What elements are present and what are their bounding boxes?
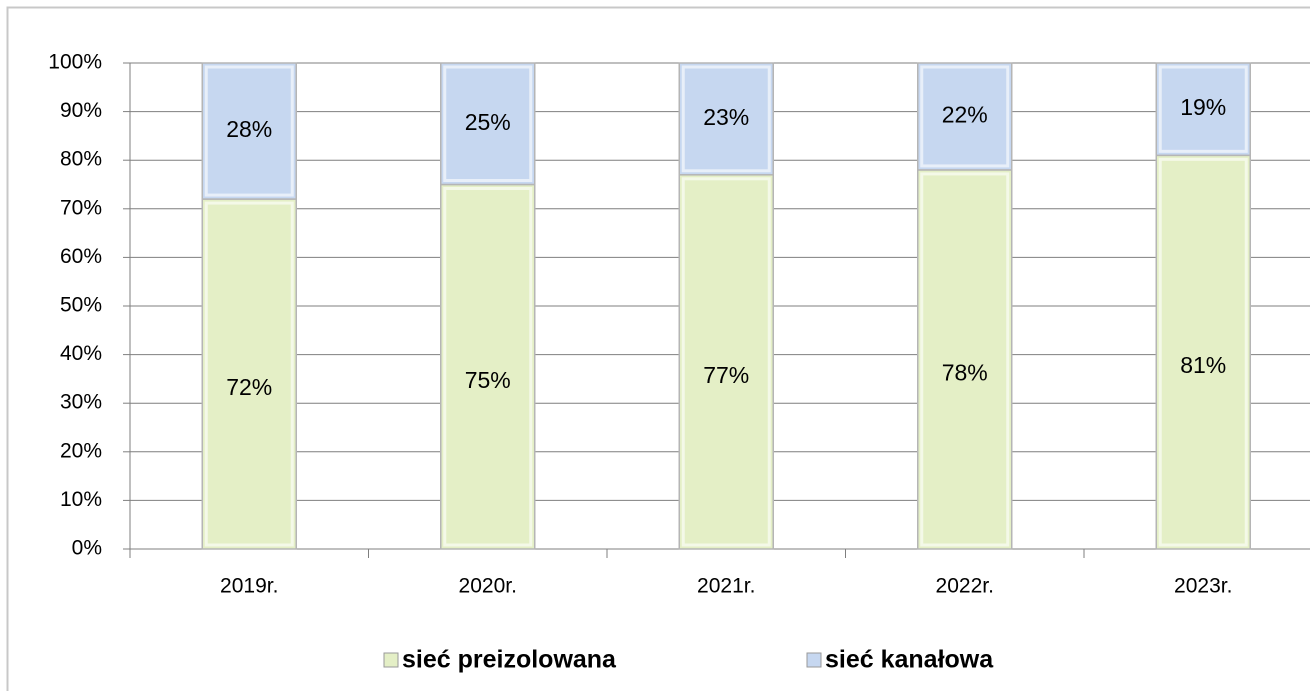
value-label: 19% bbox=[1180, 94, 1226, 120]
bar-bevel bbox=[681, 177, 771, 547]
value-label: 72% bbox=[226, 374, 272, 400]
bar-bevel bbox=[681, 65, 771, 173]
bar-bevel bbox=[204, 201, 294, 547]
bar-bevel bbox=[920, 65, 1010, 168]
y-tick-label: 40% bbox=[60, 342, 102, 365]
bar-bevel bbox=[204, 65, 294, 197]
bar-bevel bbox=[443, 65, 533, 182]
x-tick-label: 2020r. bbox=[459, 575, 517, 598]
y-tick-label: 100% bbox=[48, 51, 102, 74]
bar-bevel bbox=[920, 172, 1010, 547]
legend-swatch bbox=[383, 652, 399, 668]
x-tick-label: 2021r. bbox=[697, 575, 755, 598]
y-tick-label: 70% bbox=[60, 196, 102, 219]
y-tick-label: 50% bbox=[60, 294, 102, 317]
legend-label: sieć preizolowana bbox=[402, 646, 617, 674]
bar-segment bbox=[440, 62, 536, 186]
bar-segment bbox=[678, 174, 774, 550]
value-label: 78% bbox=[942, 360, 988, 386]
y-tick-label: 20% bbox=[60, 439, 102, 462]
x-tick-label: 2022r. bbox=[936, 575, 994, 598]
y-tick-label: 60% bbox=[60, 245, 102, 268]
bar-segment bbox=[917, 169, 1013, 550]
bar-segment bbox=[1155, 62, 1251, 157]
bar-bevel bbox=[1158, 157, 1248, 547]
y-tick-label: 30% bbox=[60, 391, 102, 414]
bar-segment bbox=[440, 183, 536, 550]
y-tick-label: 90% bbox=[60, 99, 102, 122]
value-label: 81% bbox=[1180, 352, 1226, 378]
value-label: 23% bbox=[703, 104, 749, 130]
bar-segment bbox=[678, 62, 774, 176]
x-tick-label: 2019r. bbox=[220, 575, 278, 598]
value-label: 77% bbox=[703, 362, 749, 388]
y-tick-label: 10% bbox=[60, 488, 102, 511]
legend-swatch bbox=[806, 652, 822, 668]
x-tick-label: 2023r. bbox=[1174, 575, 1232, 598]
chart-border bbox=[6, 6, 1310, 691]
y-tick-label: 0% bbox=[72, 537, 102, 560]
value-label: 25% bbox=[465, 109, 511, 135]
bar-segment bbox=[201, 198, 297, 550]
legend-label: sieć kanałowa bbox=[825, 646, 994, 674]
value-label: 28% bbox=[226, 116, 272, 142]
bar-bevel bbox=[443, 187, 533, 547]
y-tick-label: 80% bbox=[60, 148, 102, 171]
bar-segment bbox=[201, 62, 297, 200]
value-label: 22% bbox=[942, 102, 988, 128]
value-label: 75% bbox=[465, 367, 511, 393]
bar-segment bbox=[917, 62, 1013, 171]
bar-segment bbox=[1155, 154, 1251, 550]
bar-bevel bbox=[1158, 65, 1248, 153]
